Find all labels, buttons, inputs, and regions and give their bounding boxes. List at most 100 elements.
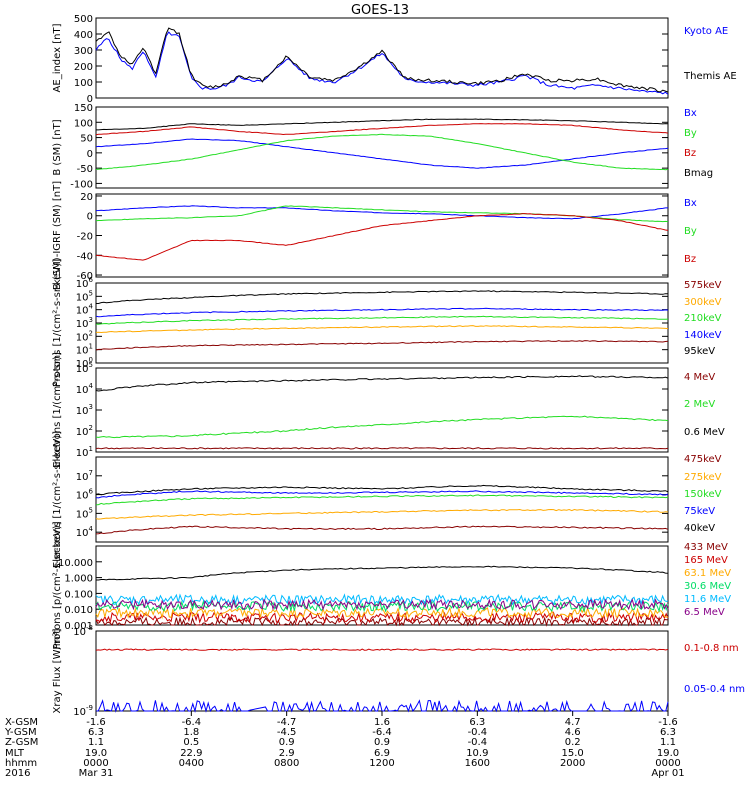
series-line-475kev bbox=[95, 525, 669, 535]
panel-frame bbox=[95, 282, 669, 364]
y-tick-label: 100 bbox=[74, 118, 93, 129]
legend-label: 575keV bbox=[684, 280, 722, 291]
time-tick-value: 1600 bbox=[465, 758, 490, 769]
panel-5: 101 102 103 104 105 Electrons [1/(cm²-s-sr)] 4… bbox=[52, 352, 725, 468]
time-tick-value: -6.4 bbox=[372, 727, 392, 738]
panel-frame bbox=[95, 17, 669, 99]
legend-label: 475keV bbox=[684, 454, 722, 465]
y-tick-label: 10.000 bbox=[58, 558, 93, 569]
y-tick-label: 100 bbox=[74, 78, 93, 89]
legend-label: 165 MeV bbox=[684, 555, 728, 566]
time-axis-layer: X-GSMY-GSMZ-GSMMLThhmm2016-1.66.31.119.0… bbox=[4, 711, 685, 779]
legend-label: 300keV bbox=[684, 297, 722, 308]
time-row-label: X-GSM bbox=[5, 717, 38, 728]
y-axis-label: B (SM)-IGRF (SM) [nT] bbox=[52, 181, 63, 290]
legend-label: Bx bbox=[684, 108, 697, 119]
series-line-210kev bbox=[95, 315, 669, 325]
y-tick-label: 101 bbox=[76, 445, 93, 459]
time-tick-value: 10.9 bbox=[466, 748, 488, 759]
y-tick-label: 105 bbox=[76, 289, 93, 303]
legend-label: 0.05-0.4 nm bbox=[684, 684, 745, 695]
legend-label: Kyoto AE bbox=[684, 26, 728, 37]
legend-label: 11.6 MeV bbox=[684, 594, 731, 605]
y-tick-label: 105 bbox=[76, 506, 93, 520]
y-tick-label: 103 bbox=[76, 316, 93, 330]
panel-frame bbox=[95, 106, 669, 189]
panel-2: -100 -50 0 50 100 150 B (SM) [nT] Bx By Bz Bmag bbox=[52, 103, 713, 190]
y-tick-label: 0.001 bbox=[64, 621, 93, 632]
time-tick-value: -0.4 bbox=[468, 727, 488, 738]
legend-label: 0.6 MeV bbox=[684, 427, 725, 438]
series-line-bx bbox=[95, 138, 669, 169]
legend-label: 433 MeV bbox=[684, 542, 728, 553]
legend-label: By bbox=[684, 128, 697, 139]
series-line-575kev bbox=[95, 340, 669, 351]
y-tick-label: 10-9 bbox=[73, 704, 93, 718]
y-axis-label: Protons [1/(cm²-s-sr-keV)] bbox=[52, 259, 63, 387]
time-tick-value: 4.6 bbox=[565, 727, 581, 738]
y-tick-label: -60 bbox=[77, 271, 93, 282]
y-axis-label: B (SM) [nT] bbox=[52, 119, 63, 175]
series-line-4-mev bbox=[95, 447, 669, 450]
y-tick-label: 103 bbox=[76, 403, 93, 417]
y-tick-label: 102 bbox=[76, 424, 93, 438]
legend-label: 150keV bbox=[684, 489, 722, 500]
y-axis-label: Protons [p/(cm²-s-sr-keV)] bbox=[52, 521, 63, 649]
legend-label: 30.6 MeV bbox=[684, 581, 731, 592]
y-tick-label: 10-8 bbox=[73, 624, 93, 638]
series-line-0-6-mev bbox=[95, 375, 669, 392]
time-row-label: Z-GSM bbox=[5, 737, 38, 748]
time-tick-value: -1.6 bbox=[658, 717, 678, 728]
legend-label: 4 MeV bbox=[684, 372, 715, 383]
series-line-0-05-0-4-nm bbox=[96, 699, 669, 713]
time-row-label: 2016 bbox=[5, 768, 30, 779]
y-tick-label: 101 bbox=[76, 343, 93, 357]
time-tick-value: 1.6 bbox=[374, 717, 390, 728]
legend-label: Bz bbox=[684, 254, 696, 265]
y-tick-label: 106 bbox=[76, 488, 94, 502]
legend-label: 140keV bbox=[684, 330, 722, 341]
y-tick-label: -40 bbox=[77, 251, 93, 262]
y-tick-label: 0.010 bbox=[64, 605, 93, 616]
y-axis-label: Electrons [1/(cm²-s-sr-keV)] bbox=[52, 431, 63, 568]
series-line-0-1-0-8-nm bbox=[95, 648, 669, 651]
legend-label: By bbox=[684, 226, 697, 237]
series-line-6-5-mev bbox=[95, 598, 669, 611]
time-tick-value: 0.2 bbox=[565, 737, 581, 748]
time-tick-value: 19.0 bbox=[85, 748, 107, 759]
series-line-95kev bbox=[96, 290, 668, 304]
y-axis-label: Electrons [1/(cm²-s-sr)] bbox=[52, 352, 63, 468]
y-tick-label: 300 bbox=[74, 46, 93, 57]
series-line-75kev bbox=[95, 490, 669, 499]
y-tick-label: 106 bbox=[76, 276, 94, 290]
time-tick-value: 15.0 bbox=[562, 748, 584, 759]
legend-label: 275keV bbox=[684, 472, 722, 483]
series-line-11-6-mev bbox=[95, 593, 669, 606]
series-line-140kev bbox=[95, 307, 669, 318]
series-line-bx bbox=[95, 205, 668, 220]
y-tick-label: 50 bbox=[80, 134, 93, 145]
y-tick-label: 0.100 bbox=[64, 589, 93, 600]
series-line-bmag bbox=[96, 118, 669, 131]
time-tick-value: 1.8 bbox=[183, 727, 199, 738]
panel-frame bbox=[95, 545, 669, 626]
time-tick-value: 0.9 bbox=[374, 737, 390, 748]
time-tick-value: 0000 bbox=[655, 758, 680, 769]
series-line-2-mev bbox=[95, 415, 669, 439]
y-tick-label: 104 bbox=[76, 525, 94, 539]
panel-frame bbox=[95, 367, 669, 453]
y-tick-label: 500 bbox=[74, 14, 93, 25]
time-tick-value: 2000 bbox=[560, 758, 585, 769]
legend-label: 2 MeV bbox=[684, 399, 715, 410]
y-tick-label: 107 bbox=[76, 469, 93, 483]
y-tick-label: 1.000 bbox=[64, 574, 93, 585]
time-tick-value: 0400 bbox=[179, 758, 204, 769]
time-tick-value: 1200 bbox=[369, 758, 394, 769]
y-tick-label: -100 bbox=[70, 179, 93, 190]
y-tick-label: 20 bbox=[80, 192, 93, 203]
time-tick-value: 6.3 bbox=[469, 717, 485, 728]
time-tick-value: 22.9 bbox=[180, 748, 202, 759]
y-tick-label: 0 bbox=[87, 212, 93, 223]
